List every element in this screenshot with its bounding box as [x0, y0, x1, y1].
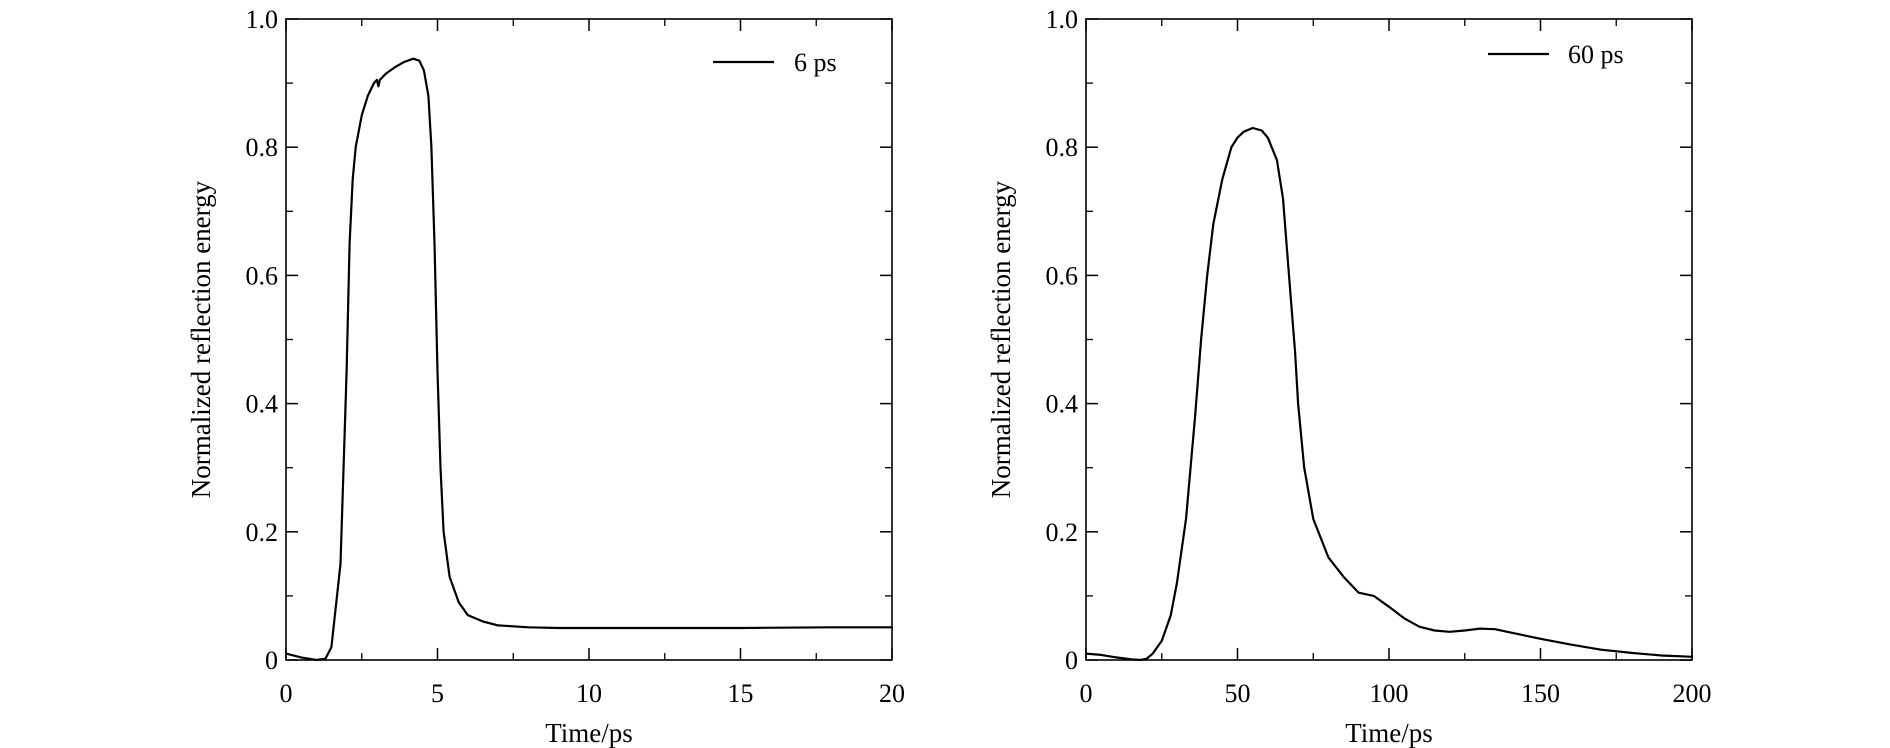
y-tick-label: 0 [1065, 646, 1078, 675]
x-axis-title: Time/ps [1345, 718, 1433, 748]
y-tick-label: 0.4 [246, 390, 279, 419]
y-tick-label: 0.4 [1046, 390, 1079, 419]
chart-left-6ps: 0 5 10 15 20 0 0.2 0.4 0.6 0.8 1.0 Time/ps Normalize… [186, 5, 905, 748]
series-line [1084, 126, 1694, 662]
series-line [284, 57, 894, 662]
legend-label: 6 ps [794, 48, 837, 77]
y-tick-label: 0.8 [1046, 133, 1079, 162]
chart-right-60ps: 0 50 100 150 200 0 0.2 0.4 0.6 0.8 1.0 Time/ps Norma… [986, 5, 1712, 748]
y-axis-title: Normalized reflection energy [186, 180, 216, 498]
x-tick-label: 0 [280, 679, 293, 708]
y-tick-label: 0.6 [246, 261, 279, 290]
y-axis-title: Normalized reflection energy [986, 180, 1016, 498]
plot-frame [285, 18, 893, 661]
legend-label: 60 ps [1568, 40, 1624, 69]
y-tick-label: 0.6 [1046, 261, 1079, 290]
x-tick-label: 0 [1080, 679, 1093, 708]
x-tick-label: 150 [1521, 679, 1560, 708]
y-tick-label: 0.2 [1046, 518, 1079, 547]
y-tick-label: 0 [265, 646, 278, 675]
x-tick-label: 5 [431, 679, 444, 708]
y-tick-label: 1.0 [1046, 5, 1079, 34]
y-tick-label: 0.8 [246, 133, 279, 162]
x-axis-title: Time/ps [545, 718, 633, 748]
y-tick-label: 0.2 [246, 518, 279, 547]
plot-frame [1085, 18, 1693, 661]
x-tick-label: 100 [1370, 679, 1409, 708]
x-tick-label: 10 [576, 679, 602, 708]
x-tick-label: 50 [1225, 679, 1251, 708]
x-tick-label: 20 [879, 679, 905, 708]
x-tick-label: 15 [728, 679, 754, 708]
x-tick-label: 200 [1673, 679, 1712, 708]
y-tick-label: 1.0 [246, 5, 279, 34]
